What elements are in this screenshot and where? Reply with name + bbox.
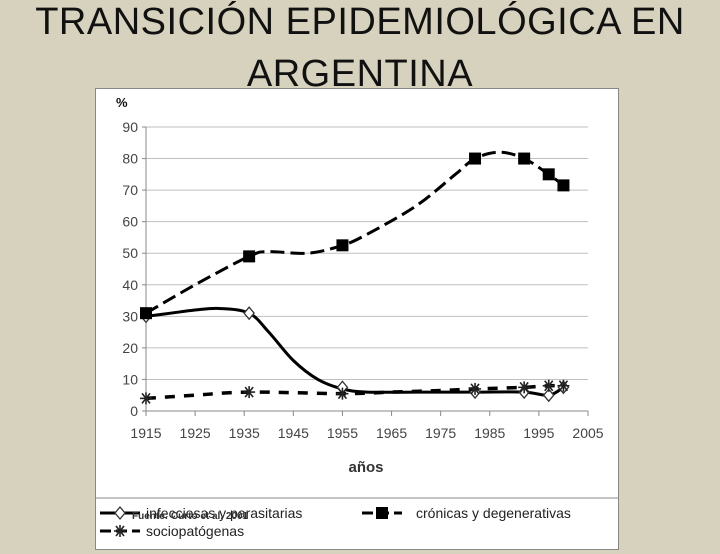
y-tick-label: 70 — [122, 182, 138, 198]
legend-label-3: sociopatógenas — [146, 523, 244, 539]
data-point — [542, 168, 555, 181]
data-point — [336, 239, 349, 252]
data-point — [336, 387, 349, 400]
legend: infecciosas y parasitarias crónicas y deg… — [96, 497, 618, 539]
chart-svg: 0 10 20 30 40 50 60 70 80 90 1915 1925 1935 1945 1955 1… — [96, 95, 618, 539]
series-line-1 — [145, 306, 565, 397]
series-layer — [140, 150, 570, 405]
data-point — [557, 379, 570, 392]
series-1 — [140, 306, 570, 403]
y-tick-label: 30 — [122, 308, 138, 324]
data-point — [518, 152, 531, 165]
legend-label-2: crónicas y degenerativas — [416, 505, 571, 521]
data-point — [542, 379, 555, 392]
legend-marker-3 — [114, 525, 126, 537]
y-tick-label: 20 — [122, 340, 138, 356]
x-tick-label: 1915 — [130, 425, 161, 441]
x-tick-label: 1975 — [425, 425, 456, 441]
chart-panel: 0 10 20 30 40 50 60 70 80 90 1915 1925 1935 1945 1955 1… — [95, 88, 619, 550]
legend-marker-2 — [376, 507, 388, 519]
grid — [146, 126, 588, 412]
axes: 0 10 20 30 40 50 60 70 80 90 1915 1925 1935 1945 1955 1… — [122, 119, 603, 441]
y-tick-label: 40 — [122, 277, 138, 293]
y-tick-label: 50 — [122, 245, 138, 261]
series-2 — [140, 150, 570, 320]
data-point — [557, 179, 570, 192]
legend-label-1: infecciosas y parasitarias — [146, 505, 302, 521]
source-note: Fuente: Curto et al, 2001 — [132, 511, 249, 522]
data-point — [140, 307, 152, 320]
series-3 — [140, 379, 570, 405]
slide-title-line-1: TRANSICIÓN EPIDEMIOLÓGICA EN — [35, 1, 685, 43]
x-tick-label: 1965 — [376, 425, 407, 441]
y-tick-label: 10 — [122, 371, 138, 387]
data-point — [518, 381, 531, 394]
data-point — [243, 306, 255, 321]
y-tick-label: 0 — [130, 403, 138, 419]
data-point — [542, 388, 555, 403]
series-line-2 — [145, 150, 565, 315]
data-point — [469, 382, 482, 395]
y-tick-label: 80 — [122, 151, 138, 167]
x-axis-label: años — [348, 459, 383, 476]
x-tick-label: 2005 — [572, 425, 603, 441]
data-point — [469, 152, 482, 165]
data-point — [243, 250, 256, 263]
slide-title: TRANSICIÓN EPIDEMIOLÓGICA EN ARGENTINA — [0, 0, 720, 100]
legend-marker-1 — [114, 505, 126, 521]
y-tick-label: 90 — [122, 119, 138, 135]
x-tick-label: 1955 — [327, 425, 358, 441]
x-tick-label: 1925 — [180, 425, 211, 441]
x-tick-label: 1985 — [474, 425, 505, 441]
x-tick-label: 1935 — [229, 425, 260, 441]
x-tick-label: 1945 — [278, 425, 309, 441]
data-point — [243, 386, 256, 399]
y-axis-label: % — [116, 95, 128, 110]
x-tick-label: 1995 — [523, 425, 554, 441]
data-point — [140, 392, 152, 405]
y-tick-label: 60 — [122, 214, 138, 230]
